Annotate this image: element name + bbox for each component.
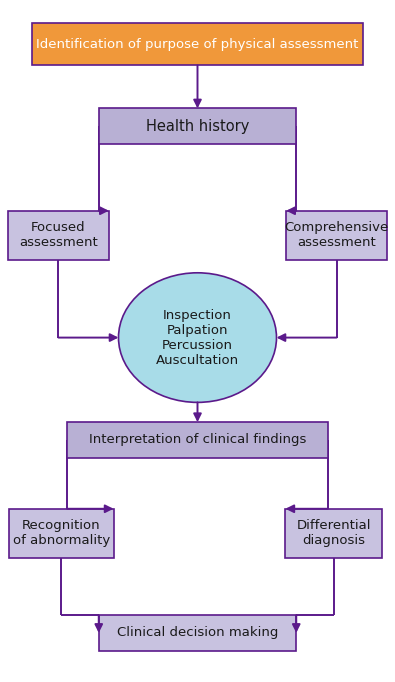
FancyBboxPatch shape bbox=[99, 615, 296, 651]
FancyBboxPatch shape bbox=[99, 108, 296, 144]
Text: Recognition
of abnormality: Recognition of abnormality bbox=[13, 519, 110, 548]
Text: Inspection
Palpation
Percussion
Auscultation: Inspection Palpation Percussion Ausculta… bbox=[156, 308, 239, 367]
Text: Focused
assessment: Focused assessment bbox=[19, 221, 98, 250]
Text: Comprehensive
assessment: Comprehensive assessment bbox=[284, 221, 389, 250]
Ellipse shape bbox=[118, 273, 276, 402]
FancyBboxPatch shape bbox=[67, 422, 328, 458]
FancyBboxPatch shape bbox=[8, 211, 109, 260]
FancyBboxPatch shape bbox=[32, 23, 363, 65]
FancyBboxPatch shape bbox=[286, 211, 387, 260]
Text: Interpretation of clinical findings: Interpretation of clinical findings bbox=[89, 433, 306, 447]
Text: Clinical decision making: Clinical decision making bbox=[117, 626, 278, 640]
FancyBboxPatch shape bbox=[9, 509, 114, 558]
Text: Differential
diagnosis: Differential diagnosis bbox=[297, 519, 371, 548]
FancyBboxPatch shape bbox=[285, 509, 382, 558]
Text: Identification of purpose of physical assessment: Identification of purpose of physical as… bbox=[36, 38, 359, 51]
Text: Health history: Health history bbox=[146, 119, 249, 134]
